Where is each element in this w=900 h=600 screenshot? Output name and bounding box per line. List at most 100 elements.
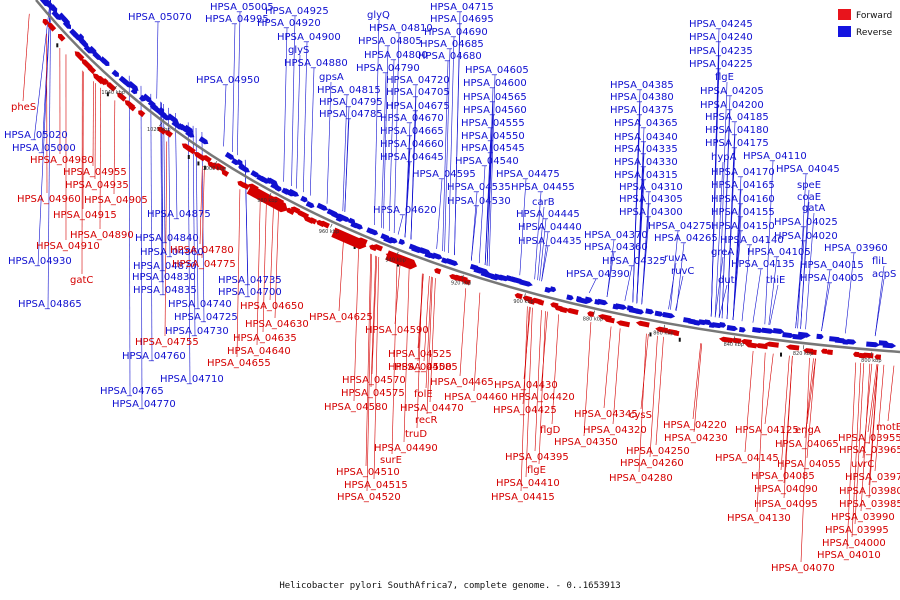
reverse-gene-label: HPSA_04560 [463,105,527,116]
forward-gene-feature [87,65,97,75]
reverse-gene-label: HPSA_04815 [317,85,381,96]
reverse-gene-label: HPSA_04675 [386,101,450,112]
reverse-gene-label: HPSA_04790 [356,63,420,74]
reverse-gene-feature [772,328,785,334]
kbp-tick-label: 900 kbp [513,299,533,305]
forward-gene-label: HPSA_04780 [170,245,234,256]
forward-leader-line [800,357,810,563]
reverse-gene-label: HPSA_04920 [257,18,321,29]
reverse-leader-line [486,114,494,266]
reverse-gene-feature [635,308,644,315]
reverse-leader-line [537,206,545,281]
forward-gene-label: HPSA_04775 [172,259,236,270]
forward-gene-feature [825,349,833,355]
forward-gene-feature [616,320,631,328]
reverse-gene-label: HPSA_04925 [265,6,329,17]
reverse-leader-line [37,0,51,267]
reverse-gene-label: HPSA_04340 [614,132,678,143]
forward-gene-label: HPSA_04910 [36,241,100,252]
reverse-gene-label: ruvC [671,266,694,277]
forward-leader-line [806,358,816,459]
reverse-gene-label: HPSA_04475 [496,169,560,180]
reverse-gene-feature [816,333,824,340]
forward-leader-line [353,248,359,402]
reverse-gene-label: HPSA_04875 [147,209,211,220]
reverse-gene-feature [597,298,609,306]
reverse-gene-feature [544,286,552,293]
forward-gene-label: HPSA_04220 [663,420,727,431]
reverse-leader-line [150,93,153,362]
reverse-leader-line [344,118,350,213]
reverse-gene-label: HPSA_04015 [800,260,864,271]
reverse-leader-line [156,21,159,99]
forward-gene-label: HPSA_04145 [715,453,779,464]
forward-leader-line [113,100,116,195]
kbp-tick-label: 940 kbp [385,257,405,263]
forward-gene-label: HPSA_04250 [626,446,690,457]
forward-gene-label: HPSA_04960 [17,194,81,205]
forward-gene-label: folE [414,389,433,400]
kbp-tick-label: 920 kbp [451,280,471,286]
reverse-gene-label: HPSA_04900 [277,32,341,43]
reverse-leader-line [726,147,736,320]
reverse-gene-label: HPSA_04390 [566,269,630,280]
reverse-gene-label: HPSA_04840 [135,233,199,244]
reverse-leader-line [237,11,241,156]
reverse-gene-label: carB [532,197,555,208]
forward-gene-feature [558,306,568,314]
reverse-gene-feature [51,10,61,21]
forward-gene-feature [116,92,127,102]
reverse-gene-label: HPSA_04805 [358,36,422,47]
reverse-gene-label: HPSA_04565 [463,92,527,103]
reverse-gene-label: HPSA_04155 [711,207,775,218]
reverse-gene-feature [584,296,593,303]
reverse-gene-label: HPSA_04265 [654,233,718,244]
reverse-gene-label: HPSA_04600 [463,78,527,89]
forward-gene-label: HPSA_04650 [240,301,304,312]
forward-gene-feature [718,336,733,344]
reverse-leader-line [821,282,831,332]
reverse-gene-label: glyQ [367,10,390,21]
reverse-gene-label: HPSA_04455 [511,182,575,193]
reverse-leader-line [519,178,527,276]
reverse-gene-label: HPSA_04670 [380,113,444,124]
reverse-gene-label: HPSA_04735 [218,275,282,286]
reverse-gene-label: HPSA_04150 [711,221,775,232]
forward-gene-feature [193,151,206,162]
reverse-gene-label: HPSA_04685 [420,39,484,50]
forward-leader-line [256,200,261,346]
forward-gene-label: HPSA_04345 [574,409,638,420]
forward-gene-label: HPSA_04420 [511,392,575,403]
forward-gene-label: HPSA_03985 [839,499,900,510]
reverse-gene-feature [79,38,89,48]
forward-gene-label: recR [415,415,438,426]
reverse-leader-line [534,191,542,280]
forward-gene-label: HPSA_04980 [30,155,94,166]
kbp-tick-label: 800 kbp [861,358,881,364]
kbp-tick-mark [214,160,218,165]
forward-gene-label: HPSA_03980 [839,486,900,497]
forward-gene-feature [587,311,595,318]
reverse-gene-label: HPSA_04165 [711,180,775,191]
reverse-gene-label: HPSA_05070 [128,12,192,23]
reverse-leader-line [606,239,615,298]
forward-gene-feature [319,220,330,229]
reverse-gene-label: HPSA_04660 [380,139,444,150]
reverse-gene-label: gatA [802,203,825,214]
leader-lines [22,0,895,563]
forward-gene-feature [462,278,471,286]
forward-gene-label: HPSA_04625 [309,312,373,323]
reverse-gene-label: HPSA_04315 [614,170,678,181]
forward-gene-label: HPSA_04130 [727,513,791,524]
reverse-leader-line [606,251,615,298]
kbp-tick-mark [663,324,665,329]
reverse-gene-label: HPSA_04540 [455,156,519,167]
reverse-leader-line [223,84,227,147]
reverse-gene-feature [274,185,282,192]
reverse-gene-label: HPSA_04835 [133,285,197,296]
reverse-gene-label: HPSA_04330 [614,157,678,168]
reverse-leader-line [714,256,724,318]
forward-leader-line [756,352,766,513]
forward-gene-feature [74,51,85,61]
reverse-leader-line [128,75,131,397]
